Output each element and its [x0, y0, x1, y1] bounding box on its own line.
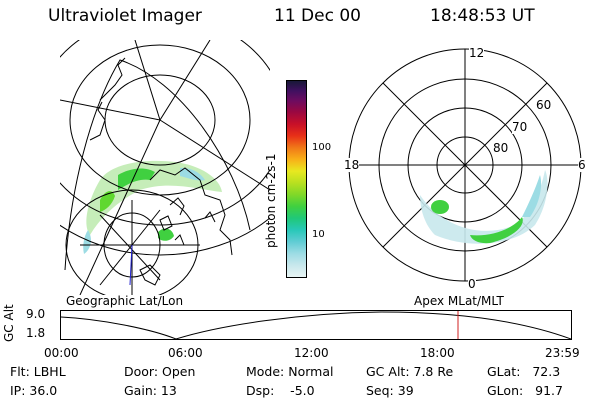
gc-alt-status: GC Alt: 7.8 Re [366, 364, 454, 379]
gc-alt-axis-label: GC Alt [2, 304, 16, 342]
time-tick-0600: 06:00 [168, 346, 203, 360]
time-tick-1200: 12:00 [294, 346, 329, 360]
altitude-timeline [60, 310, 572, 340]
gc-alt-tick-low: 1.8 [26, 326, 46, 340]
filter-status: Flt: LBHL [10, 364, 66, 379]
colorbar-unit-label: photon cm-2s-1 [264, 153, 278, 249]
instrument-title: Ultraviolet Imager [48, 6, 202, 26]
glon-status: GLon: 91.7 [487, 383, 563, 398]
aurora-emission [83, 160, 222, 254]
mlt-label-0: 0 [468, 277, 476, 291]
seq-status: Seq: 39 [366, 383, 414, 398]
date-label: 11 Dec 00 [274, 6, 361, 26]
time-tick-0000: 00:00 [44, 346, 79, 360]
mode-status: Mode: Normal [246, 364, 334, 379]
door-status: Door: Open [124, 364, 196, 379]
mlat-label-60: 60 [536, 98, 552, 112]
colorbar [286, 80, 307, 278]
time-tick-2359: 23:59 [545, 346, 580, 360]
mlt-label-18: 18 [344, 158, 360, 172]
time-tick-1800: 18:00 [420, 346, 455, 360]
mlt-label-12: 12 [469, 46, 485, 60]
mlat-label-70: 70 [512, 120, 528, 134]
left-map-caption: Geographic Lat/Lon [66, 294, 184, 308]
aurora-oval [420, 170, 548, 244]
altitude-curve [61, 311, 571, 339]
glat-status: GLat: 72.3 [487, 364, 561, 379]
gc-alt-tick-high: 9.0 [26, 307, 46, 321]
mlat-label-80: 80 [493, 141, 509, 155]
dsp-status: Dsp: -5.0 [246, 383, 315, 398]
gain-status: Gain: 13 [124, 383, 177, 398]
colorbar-tick-100: 100 [312, 142, 332, 153]
geographic-map [60, 40, 270, 295]
time-label: 18:48:53 UT [430, 6, 535, 26]
polar-plot [348, 48, 582, 282]
ip-status: IP: 36.0 [10, 383, 58, 398]
colorbar-tick-10: 10 [312, 229, 325, 240]
right-map-caption: Apex MLat/MLT [414, 294, 504, 308]
mlt-label-6: 6 [578, 158, 586, 172]
